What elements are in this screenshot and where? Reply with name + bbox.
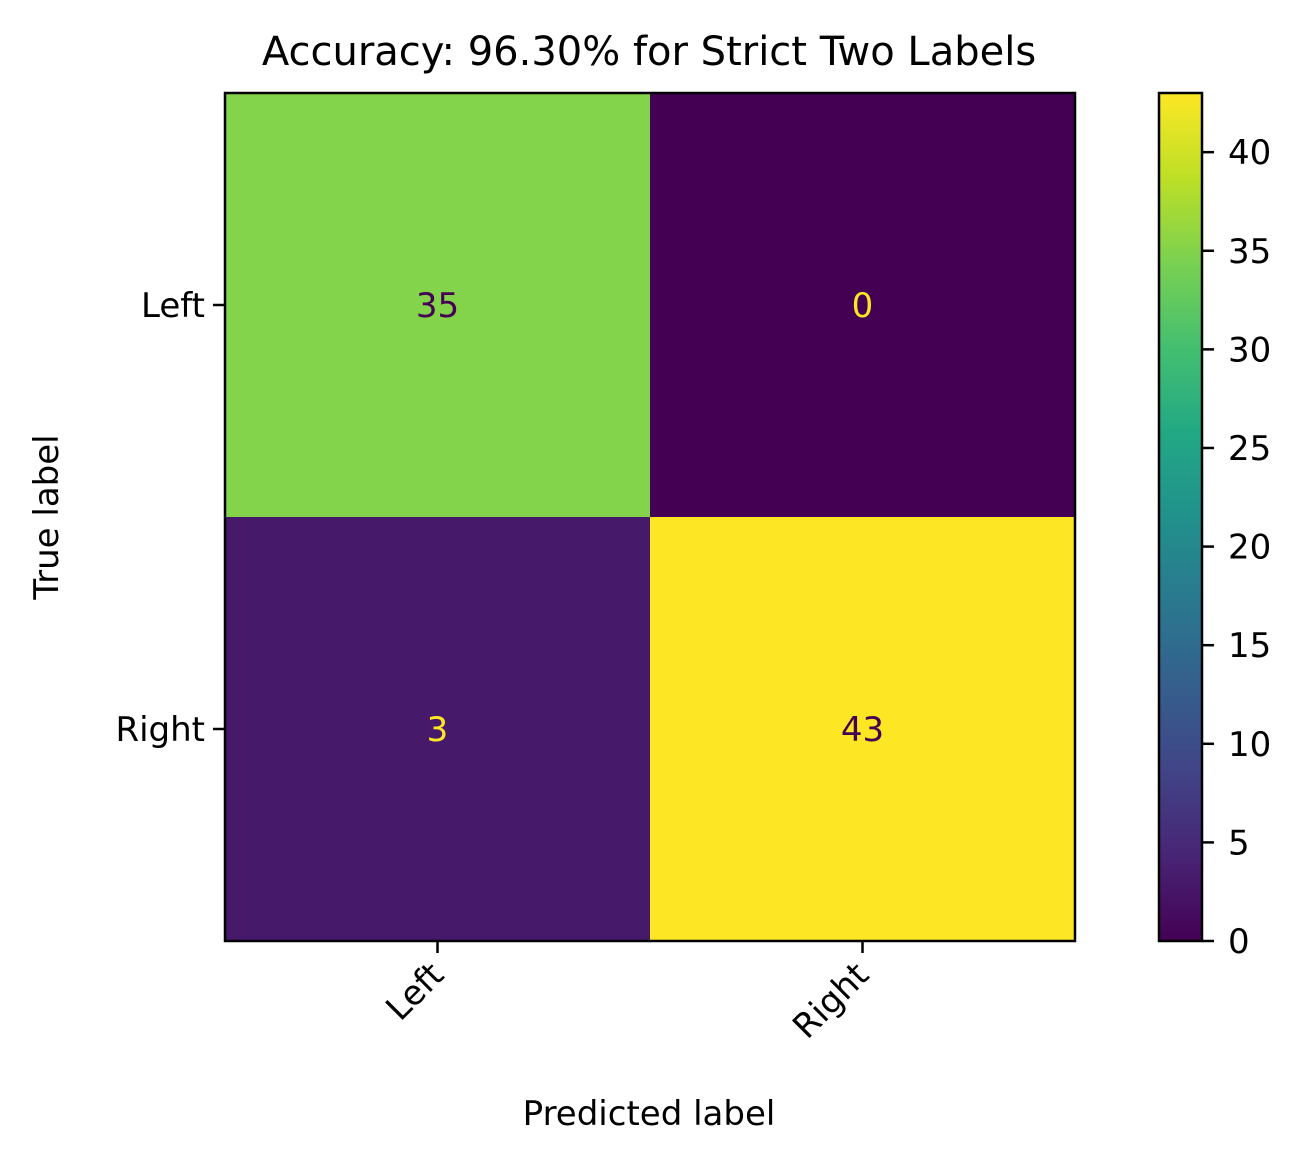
y-tick-label: Right bbox=[115, 710, 205, 750]
y-axis-ticks: Left Right bbox=[115, 286, 225, 750]
colorbar-tick-label: 35 bbox=[1228, 232, 1271, 272]
colorbar-ticks: 0 5 10 15 20 25 30 35 40 bbox=[1202, 133, 1271, 962]
plot-frame bbox=[223, 91, 1077, 943]
heatmap-cell bbox=[650, 93, 1075, 517]
cell-value-label: 43 bbox=[841, 710, 884, 750]
colorbar-tick-label: 30 bbox=[1228, 330, 1271, 370]
colorbar-tick-label: 5 bbox=[1228, 823, 1250, 863]
colorbar bbox=[1157, 91, 1204, 943]
heatmap-cell bbox=[650, 517, 1075, 941]
colorbar-tick-label: 15 bbox=[1228, 626, 1271, 666]
colorbar-tick-label: 40 bbox=[1228, 133, 1271, 173]
heatmap-cells: 35 0 3 43 bbox=[225, 93, 1075, 941]
x-tick-label: Left bbox=[378, 955, 452, 1029]
chart-title: Accuracy: 96.30% for Strict Two Labels bbox=[262, 29, 1036, 75]
colorbar-tick-label: 0 bbox=[1228, 922, 1250, 962]
colorbar-tick-label: 25 bbox=[1228, 429, 1271, 469]
cell-value-label: 0 bbox=[852, 286, 874, 326]
y-axis-label: True label bbox=[27, 434, 67, 600]
cell-value-label: 35 bbox=[416, 286, 459, 326]
cell-value-label: 3 bbox=[427, 710, 449, 750]
heatmap-cell bbox=[225, 517, 650, 941]
colorbar-tick-label: 20 bbox=[1228, 528, 1271, 568]
x-tick-label: Right bbox=[785, 955, 877, 1047]
heatmap-cell bbox=[225, 93, 650, 517]
x-axis-label: Predicted label bbox=[523, 1094, 776, 1134]
x-axis-ticks: Left Right bbox=[378, 941, 877, 1047]
y-tick-label: Left bbox=[141, 286, 205, 326]
colorbar-tick-label: 10 bbox=[1228, 725, 1271, 765]
